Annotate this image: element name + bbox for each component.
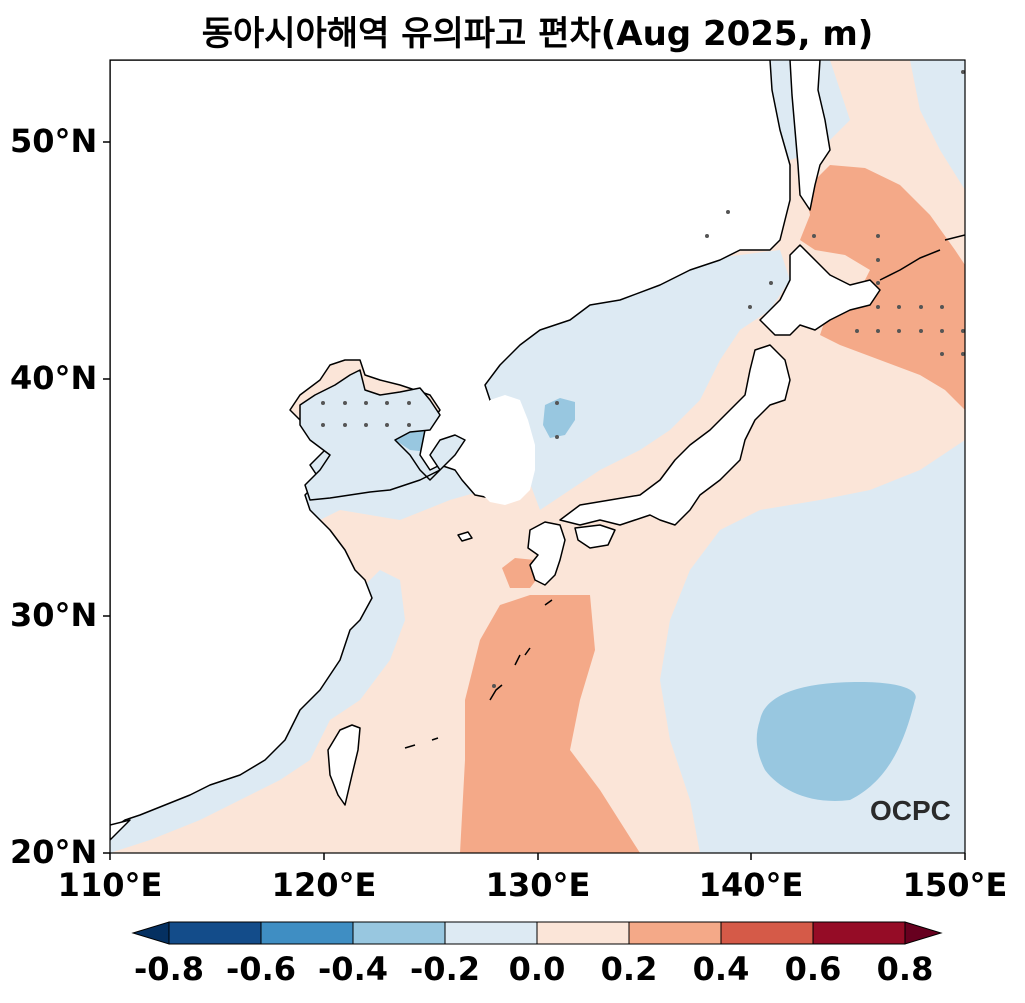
lat-label-20n: 20°N bbox=[10, 833, 98, 871]
lon-label-150e: 150°E bbox=[902, 866, 1008, 904]
significance-stipples bbox=[321, 70, 965, 688]
sakhalin-island bbox=[789, 60, 831, 211]
hainan-coast bbox=[110, 819, 131, 841]
lat-label-30n: 30°N bbox=[10, 596, 98, 634]
anomaly-neg2-east-sea-patch bbox=[543, 398, 575, 438]
kuril-islands bbox=[879, 234, 965, 281]
land-masses bbox=[110, 60, 965, 841]
colorbar-label: -0.2 bbox=[410, 950, 480, 988]
axis-ticks bbox=[103, 141, 966, 860]
korean-peninsula bbox=[470, 395, 535, 505]
colorbar-label: 0.2 bbox=[600, 950, 658, 988]
colorbar-extend-max bbox=[904, 921, 943, 945]
colorbar-label: -0.6 bbox=[226, 950, 296, 988]
colorbar-label: 0.6 bbox=[784, 950, 842, 988]
ocpc-logo: OCPC bbox=[870, 795, 951, 826]
lon-label-140e: 140°E bbox=[698, 866, 804, 904]
colorbar-label: 0.8 bbox=[876, 950, 934, 988]
lat-label-40n: 40°N bbox=[10, 359, 98, 397]
lon-label-130e: 130°E bbox=[485, 866, 591, 904]
anomaly-neg-ne-corner-region bbox=[910, 60, 965, 190]
colorbar-label: 0.4 bbox=[692, 950, 750, 988]
ryukyu-islands bbox=[404, 599, 553, 749]
map-title: 동아시아해역 유의파고 편차(Aug 2025, m) bbox=[201, 14, 874, 54]
colorbar bbox=[131, 921, 943, 945]
colorbar-extend-min bbox=[131, 921, 170, 945]
colorbar-label: 0.0 bbox=[508, 950, 566, 988]
hokkaido-island bbox=[759, 244, 881, 336]
lon-label-120e: 120°E bbox=[271, 866, 377, 904]
honshu-island bbox=[559, 344, 791, 526]
lat-label-50n: 50°N bbox=[10, 122, 98, 160]
taiwan-island bbox=[327, 724, 361, 806]
colorbar-label: -0.8 bbox=[134, 950, 204, 988]
colorbar-label: -0.4 bbox=[318, 950, 388, 988]
jeju-island bbox=[457, 531, 473, 542]
shikoku-island bbox=[574, 524, 616, 549]
anomaly-neg2-pacific-patch bbox=[756, 682, 916, 801]
anomaly-pos2-east-china-sea-patch bbox=[460, 595, 640, 853]
kyushu-island bbox=[527, 521, 566, 586]
anomaly-pos2-okhotsk-patch bbox=[800, 165, 965, 410]
lon-label-110e: 110°E bbox=[57, 866, 163, 904]
bohai-bay-water bbox=[299, 369, 466, 501]
